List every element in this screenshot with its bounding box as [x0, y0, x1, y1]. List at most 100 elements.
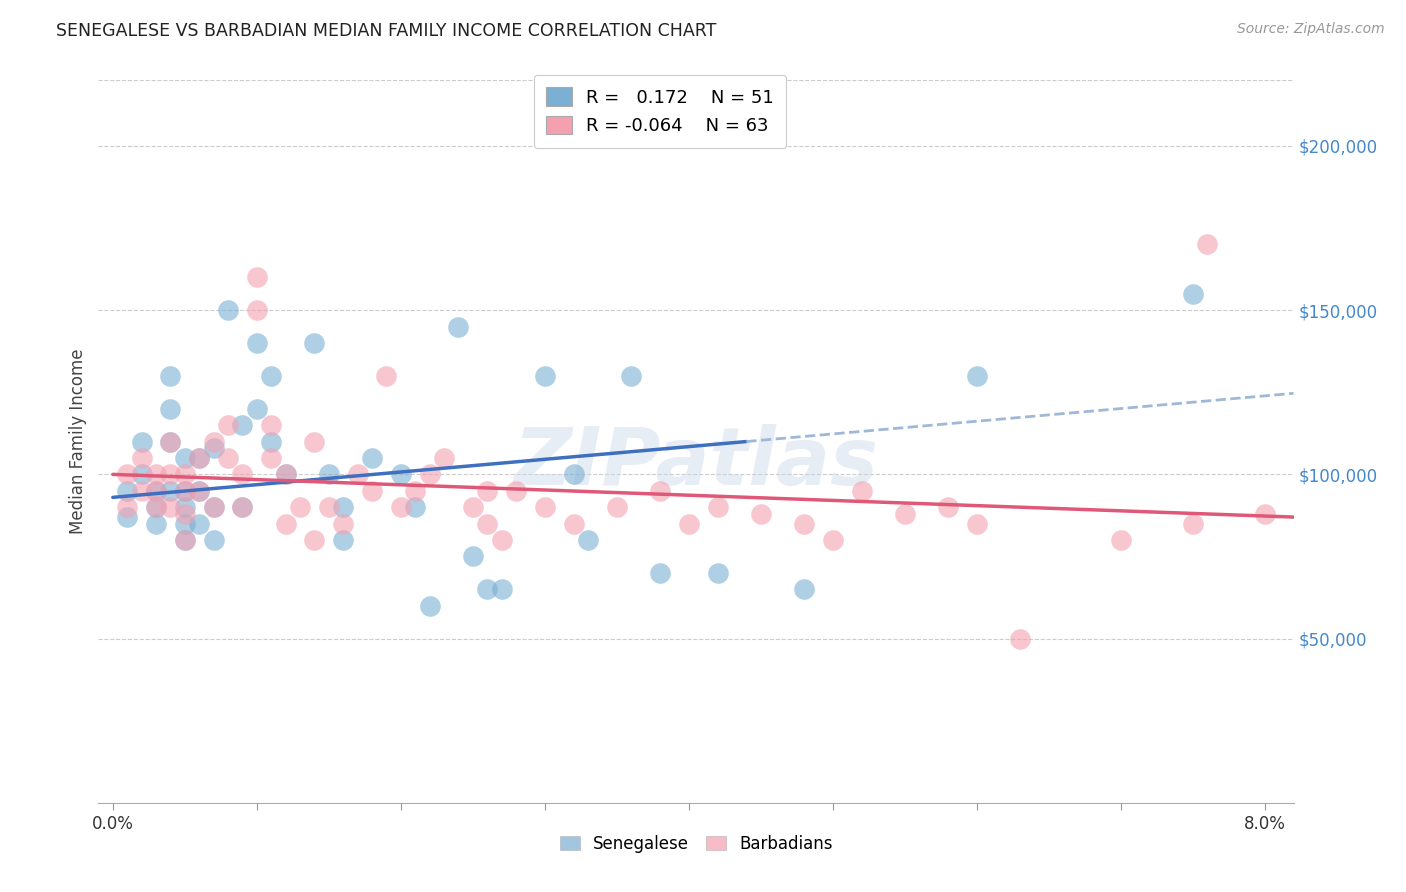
Point [389, 500, 412, 515]
Point [389, 467, 412, 482]
Point [173, 533, 195, 547]
Point [231, 467, 253, 482]
Point [288, 500, 311, 515]
Point [304, 336, 326, 351]
Point [477, 582, 499, 597]
Point [173, 500, 195, 515]
Point [231, 418, 253, 433]
Point [159, 368, 181, 383]
Point [562, 467, 585, 482]
Point [706, 566, 728, 580]
Point [260, 434, 283, 449]
Text: SENEGALESE VS BARBADIAN MEDIAN FAMILY INCOME CORRELATION CHART: SENEGALESE VS BARBADIAN MEDIAN FAMILY IN… [56, 22, 717, 40]
Point [332, 533, 354, 547]
Text: Source: ZipAtlas.com: Source: ZipAtlas.com [1237, 22, 1385, 37]
Text: ZIPatlas: ZIPatlas [513, 425, 879, 502]
Point [419, 599, 441, 613]
Point [678, 516, 700, 531]
Point [477, 516, 499, 531]
Point [361, 483, 384, 498]
Point [231, 500, 253, 515]
Point [173, 467, 195, 482]
Point [173, 533, 195, 547]
Point [159, 483, 181, 498]
Point [131, 450, 153, 465]
Point [246, 401, 269, 416]
Point [217, 450, 239, 465]
Point [433, 450, 456, 465]
Point [173, 450, 195, 465]
Point [131, 434, 153, 449]
Point [491, 582, 513, 597]
Point [159, 467, 181, 482]
Point [173, 483, 195, 498]
Point [131, 467, 153, 482]
Point [188, 516, 211, 531]
Point [533, 368, 555, 383]
Point [246, 303, 269, 318]
Point [419, 467, 441, 482]
Point [375, 368, 398, 383]
Point [461, 500, 484, 515]
Point [246, 270, 269, 285]
Point [304, 533, 326, 547]
Point [173, 516, 195, 531]
Point [505, 483, 527, 498]
Point [851, 483, 873, 498]
Point [620, 368, 643, 383]
Point [145, 483, 167, 498]
Point [1008, 632, 1031, 646]
Point [477, 483, 499, 498]
Point [115, 500, 138, 515]
Point [202, 434, 225, 449]
Point [188, 483, 211, 498]
Point [966, 368, 988, 383]
Point [404, 483, 426, 498]
Point [821, 533, 844, 547]
Point [145, 467, 167, 482]
Point [576, 533, 599, 547]
Y-axis label: Median Family Income: Median Family Income [69, 349, 87, 534]
Point [332, 516, 354, 531]
Point [648, 483, 671, 498]
Point [793, 516, 815, 531]
Point [447, 319, 470, 334]
Point [1181, 516, 1204, 531]
Point [115, 510, 138, 524]
Point [332, 500, 354, 515]
Point [936, 500, 959, 515]
Point [274, 467, 297, 482]
Point [491, 533, 513, 547]
Point [188, 450, 211, 465]
Point [1181, 286, 1204, 301]
Point [188, 483, 211, 498]
Point [404, 500, 426, 515]
Point [562, 516, 585, 531]
Point [145, 500, 167, 515]
Point [318, 500, 340, 515]
Point [346, 467, 368, 482]
Point [318, 467, 340, 482]
Point [159, 401, 181, 416]
Point [749, 507, 772, 521]
Point [361, 450, 384, 465]
Point [202, 533, 225, 547]
Point [145, 516, 167, 531]
Point [202, 500, 225, 515]
Point [648, 566, 671, 580]
Point [966, 516, 988, 531]
Point [231, 500, 253, 515]
Point [173, 483, 195, 498]
Point [1197, 237, 1219, 252]
Point [159, 434, 181, 449]
Point [304, 434, 326, 449]
Point [115, 483, 138, 498]
Point [1109, 533, 1132, 547]
Point [260, 450, 283, 465]
Point [606, 500, 628, 515]
Point [145, 483, 167, 498]
Point [202, 500, 225, 515]
Point [202, 441, 225, 455]
Point [159, 500, 181, 515]
Point [1254, 507, 1277, 521]
